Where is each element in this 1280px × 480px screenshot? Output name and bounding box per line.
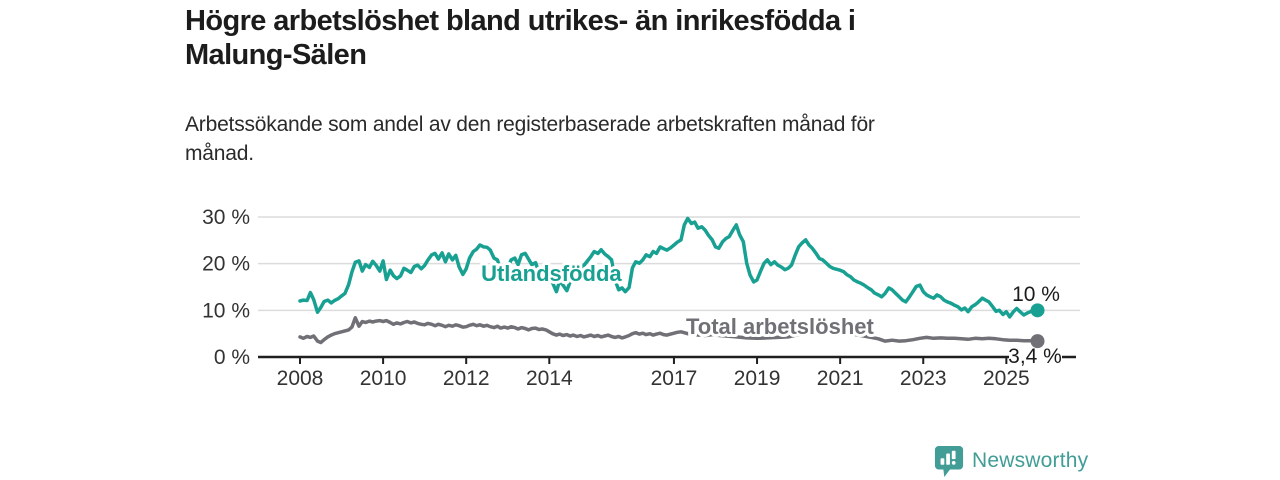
x-tick-label: 2008	[277, 367, 324, 390]
y-tick-label: 20 %	[202, 253, 250, 276]
x-tick-label: 2025	[983, 367, 1030, 390]
x-tick-label: 2021	[817, 367, 864, 390]
bar-small	[940, 457, 945, 465]
exclamation-bar	[951, 450, 956, 459]
series-end-dot-total	[1030, 334, 1045, 349]
series-end-dot-utlandsfodda	[1030, 303, 1045, 318]
newsworthy-logo-icon	[934, 445, 964, 477]
end-value-label-total: 3,4 %	[1008, 345, 1062, 368]
bar-tall	[946, 453, 950, 465]
y-tick-label: 0 %	[214, 346, 250, 369]
brand-footer: Newsworthy	[934, 444, 1088, 478]
chart-title-line1: Högre arbetslöshet bland utrikes- än inr…	[185, 5, 856, 37]
chart-title: Högre arbetslöshet bland utrikes- än inr…	[185, 4, 965, 72]
series-label-total: Total arbetslöshet	[686, 314, 875, 339]
y-tick-label: 30 %	[202, 206, 250, 229]
chart-subtitle: Arbetssökande som andel av den registerb…	[185, 110, 1065, 168]
y-tick-label: 10 %	[202, 299, 250, 322]
x-tick-label: 2019	[734, 367, 781, 390]
brand-name: Newsworthy	[972, 449, 1089, 472]
series-line-total	[298, 316, 1040, 345]
chart-subtitle-line2: månad.	[185, 142, 254, 165]
series-line-utlandsfodda	[298, 216, 1040, 319]
chart-title-line2: Malung-Sälen	[185, 39, 367, 71]
series-label-utlandsfodda: Utlandsfödda	[481, 261, 622, 286]
end-value-label-utlandsfodda: 10 %	[1012, 283, 1060, 306]
x-tick-label: 2017	[651, 367, 698, 390]
x-tick-label: 2014	[526, 367, 573, 390]
x-tick-label: 2010	[360, 367, 407, 390]
x-tick-label: 2023	[900, 367, 947, 390]
exclamation-dot	[951, 460, 956, 465]
chart-subtitle-line1: Arbetssökande som andel av den registerb…	[185, 113, 875, 136]
x-tick-label: 2012	[443, 367, 490, 390]
